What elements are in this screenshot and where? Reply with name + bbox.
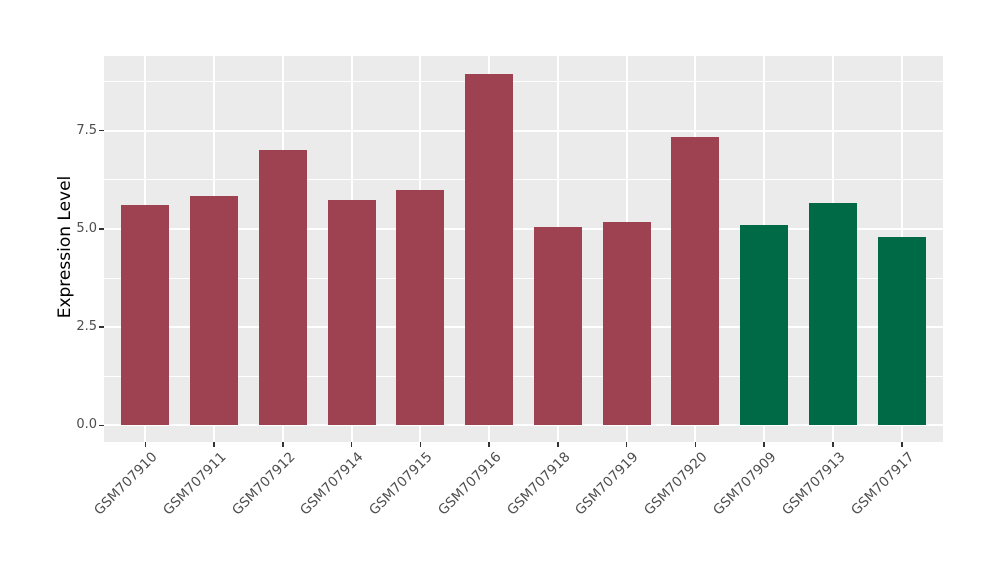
x-tick-mark — [625, 442, 628, 447]
x-tick-mark — [282, 442, 284, 447]
plot-panel — [104, 56, 943, 442]
y-tick-mark — [99, 424, 104, 427]
x-tick-mark — [350, 442, 353, 447]
y-tick-label: 7.5 — [76, 122, 97, 138]
x-tick-label: GSM707917 — [847, 449, 918, 519]
bar-GSM707913 — [809, 203, 857, 426]
x-tick-mark — [557, 442, 559, 447]
y-tick-label: 5.0 — [76, 220, 97, 236]
bar-GSM707914 — [327, 200, 376, 426]
x-tick-mark — [832, 442, 834, 447]
x-tick-label: GSM707913 — [778, 449, 849, 519]
y-major-gridline — [104, 424, 943, 427]
y-major-gridline — [104, 326, 943, 329]
y-tick-mark — [99, 129, 104, 132]
x-tick-label: GSM707919 — [572, 449, 643, 519]
x-tick-label: GSM707909 — [710, 449, 780, 519]
y-tick-label: 2.5 — [76, 319, 97, 335]
bar-GSM707912 — [258, 150, 307, 426]
x-tick-mark — [694, 442, 697, 447]
x-tick-mark — [900, 442, 903, 447]
y-tick-mark — [99, 228, 104, 230]
y-major-gridline — [104, 227, 943, 230]
bar-GSM707910 — [121, 205, 170, 426]
bar-GSM707918 — [533, 226, 582, 426]
y-tick-label: 0.0 — [76, 417, 97, 433]
bar-GSM707920 — [671, 136, 720, 426]
x-tick-label: GSM707916 — [435, 449, 505, 519]
y-minor-gridline — [104, 277, 943, 279]
x-tick-mark — [213, 442, 215, 447]
bar-GSM707916 — [465, 74, 514, 426]
y-minor-gridline — [104, 375, 943, 377]
x-tick-mark — [763, 442, 766, 447]
bar-GSM707909 — [740, 224, 789, 426]
x-tick-label: GSM707911 — [159, 449, 230, 519]
x-tick-label: GSM707915 — [366, 449, 436, 519]
x-tick-label: GSM707910 — [91, 449, 161, 519]
x-tick-label: GSM707920 — [641, 449, 711, 519]
bar-GSM707911 — [190, 195, 239, 426]
y-minor-gridline — [104, 179, 943, 181]
y-minor-gridline — [104, 81, 943, 83]
x-tick-mark — [488, 442, 490, 447]
bar-GSM707917 — [877, 236, 926, 426]
y-major-gridline — [104, 129, 943, 132]
x-tick-label: GSM707912 — [228, 449, 299, 519]
bar-GSM707915 — [396, 190, 445, 426]
bar-GSM707919 — [602, 222, 651, 426]
y-axis-title: Expression Level — [55, 175, 75, 319]
x-tick-label: GSM707918 — [503, 449, 574, 519]
x-tick-mark — [419, 442, 422, 447]
x-tick-mark — [144, 442, 147, 447]
x-tick-label: GSM707914 — [297, 449, 367, 519]
y-tick-mark — [99, 326, 104, 329]
